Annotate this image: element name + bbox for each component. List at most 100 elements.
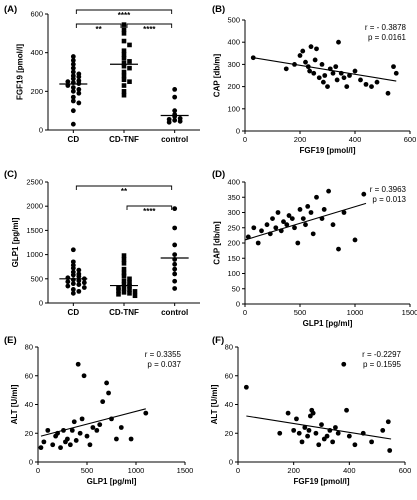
y-tick-label: 150 [227, 254, 240, 263]
data-point [361, 191, 367, 197]
data-point [121, 63, 127, 69]
correlation-p: p = 0.037 [147, 360, 181, 369]
data-point [325, 84, 330, 89]
data-point [70, 85, 76, 90]
data-point [121, 73, 127, 79]
data-point [285, 410, 291, 416]
data-point [341, 75, 347, 81]
data-point [308, 44, 314, 50]
data-point [127, 79, 132, 84]
y-tick-label: 250 [227, 223, 240, 232]
data-point [45, 427, 51, 433]
data-point [127, 276, 132, 282]
data-point [70, 108, 76, 114]
data-point [90, 425, 96, 430]
significance-bracket [126, 23, 173, 28]
y-axis-label: ALT [U/ml] [10, 384, 19, 424]
data-point [127, 280, 132, 285]
data-point [303, 59, 308, 65]
data-point [65, 283, 71, 289]
category-label: CD-TNF [109, 135, 139, 144]
x-tick-label: 0 [36, 466, 40, 475]
correlation-r: r = 0.3963 [370, 185, 407, 194]
data-point [299, 439, 305, 445]
data-point [121, 56, 127, 61]
data-point [346, 433, 352, 439]
significance-bracket [75, 185, 173, 190]
data-point [166, 119, 172, 125]
data-point [291, 427, 297, 433]
data-point [116, 291, 121, 297]
data-point [319, 62, 325, 67]
data-point [132, 293, 138, 299]
data-point [172, 206, 178, 212]
x-tick-label: 400 [343, 466, 356, 475]
data-point [295, 240, 301, 246]
data-point [69, 427, 75, 433]
data-point [70, 290, 76, 296]
data-point [121, 278, 127, 284]
data-point [76, 87, 82, 92]
data-point [128, 436, 134, 442]
data-point [305, 433, 310, 439]
data-point [311, 70, 317, 76]
category-label: CD-TNF [109, 308, 139, 317]
significance-label: ** [121, 187, 128, 196]
data-point [273, 225, 279, 231]
data-point [341, 361, 347, 367]
data-point [316, 442, 322, 448]
data-point [121, 31, 127, 36]
data-point [344, 407, 349, 413]
x-axis-label: GLP1 [pg/ml] [303, 319, 353, 328]
data-point [333, 425, 338, 430]
data-point [70, 98, 76, 104]
data-point [76, 273, 82, 279]
data-point [352, 237, 358, 243]
data-point [65, 436, 70, 442]
data-point [81, 285, 87, 290]
data-point [121, 48, 127, 54]
correlation-p: p = 0.0161 [368, 33, 407, 42]
data-point [352, 68, 358, 74]
x-tick-label: 1000 [347, 308, 364, 317]
y-tick-label: 50 [232, 284, 240, 293]
y-tick-label: 400 [227, 38, 240, 47]
y-tick-label: 0 [236, 127, 240, 136]
y-tick-label: 100 [227, 269, 240, 278]
data-point [121, 77, 127, 83]
significance-label: **** [143, 207, 156, 216]
y-tick-label: 20 [25, 429, 33, 438]
data-point [172, 271, 178, 277]
data-point [302, 425, 308, 430]
data-point [76, 282, 82, 288]
y-axis-label: ALT [U/ml] [210, 384, 219, 424]
data-point [314, 194, 319, 200]
data-point [341, 210, 347, 215]
category-label: control [161, 308, 188, 317]
data-point [121, 92, 127, 98]
y-tick-label: 200 [30, 87, 43, 96]
y-tick-label: 60 [225, 371, 233, 380]
panel-label: (E) [4, 335, 17, 346]
y-tick-label: 400 [227, 178, 240, 187]
correlation-p: p = 0.013 [372, 195, 406, 204]
significance-label: ** [96, 25, 103, 34]
data-point [70, 65, 76, 71]
data-point [283, 66, 289, 72]
data-point [71, 419, 77, 425]
data-point [344, 84, 350, 89]
data-point [324, 433, 330, 439]
data-point [75, 361, 81, 367]
data-point [114, 436, 119, 442]
data-point [76, 288, 82, 294]
data-point [333, 64, 339, 70]
panel-label: (C) [4, 169, 17, 180]
data-point [336, 246, 341, 252]
x-tick-label: 0 [236, 466, 240, 475]
data-point [292, 225, 297, 231]
data-point [314, 46, 319, 52]
data-point [172, 266, 178, 272]
data-point [121, 83, 127, 88]
data-point [106, 390, 111, 396]
